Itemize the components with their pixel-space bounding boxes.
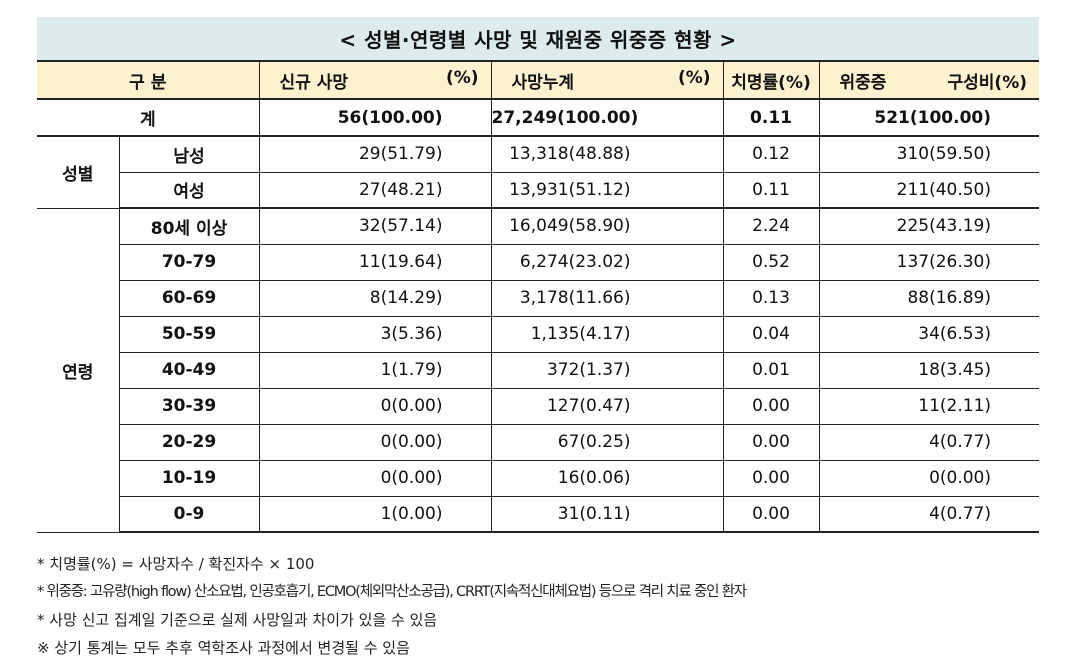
cum-deaths-cell: 67(0.25) — [490, 423, 724, 461]
row-label: 남성 — [118, 135, 260, 173]
footnote: * 치명률(%) = 사망자수 / 확진자수 × 100 — [37, 555, 315, 573]
footnote: ※ 상기 통계는 모두 추후 역학조사 과정에서 변경될 수 있음 — [37, 639, 410, 657]
table-row: 50-59 3(5.36) 1,135(4.17) 0.04 34(6.53) — [37, 315, 1040, 353]
table-row: 60-69 8(14.29) 3,178(11.66) 0.13 88(16.89) — [37, 279, 1040, 317]
fatality-cell: 0.52 — [722, 243, 820, 281]
table-row: 연령 80세 이상 32(57.14) 16,049(58.90) 2.24 225(43… — [37, 207, 1040, 533]
header-cum-deaths-pct: (%) — [677, 67, 711, 88]
table-title: < 성별·연령별 사망 및 재원중 위중증 현황 > — [37, 17, 1039, 60]
new-deaths-cell: 27(48.21) — [258, 171, 492, 209]
table-row: 20-29 0(0.00) 67(0.25) 0.00 4(0.77) — [37, 423, 1040, 461]
severe-cell: 11(2.11) — [818, 387, 1040, 425]
row-label: 20-29 — [119, 423, 260, 461]
cum-deaths-cell: 372(1.37) — [490, 351, 724, 389]
new-deaths-cell: 8(14.29) — [258, 279, 492, 317]
new-deaths-cell: 11(19.64) — [258, 243, 492, 281]
severe-cell: 18(3.45) — [818, 351, 1040, 389]
row-label: 여성 — [119, 171, 260, 209]
severe-cell: 225(43.19) — [818, 207, 1040, 245]
fatality-cell: 0.01 — [722, 351, 820, 389]
fatality-cell: 0.11 — [722, 171, 820, 209]
total-row: 계 56(100.00) 27,249(100.00) 0.11 521(100… — [37, 98, 1040, 137]
cum-deaths-cell: 1,135(4.17) — [490, 315, 724, 353]
new-deaths-cell: 32(57.14) — [258, 207, 492, 245]
row-label: 50-59 — [119, 315, 260, 353]
header-new-deaths: 신규 사망 (%) — [258, 60, 492, 100]
row-label: 40-49 — [119, 351, 260, 389]
new-deaths-cell: 3(5.36) — [258, 315, 492, 353]
fatality-cell: 0.04 — [722, 315, 820, 353]
row-label: 60-69 — [119, 279, 260, 317]
cum-deaths-cell: 127(0.47) — [490, 387, 724, 425]
header-cum-deaths: 사망누계 (%) — [490, 60, 724, 100]
total-severe: 521(100.00) — [818, 98, 1040, 137]
footnotes: * 치명률(%) = 사망자수 / 확진자수 × 100 * 위중증: 고유량(… — [37, 550, 747, 662]
header-cum-deaths-label: 사망누계 — [511, 72, 575, 93]
total-label: 계 — [37, 98, 260, 137]
row-label: 10-19 — [119, 459, 260, 497]
fatality-cell: 0.00 — [722, 423, 820, 461]
row-label: 30-39 — [119, 387, 260, 425]
total-cum: 27,249(100.00) — [490, 98, 724, 137]
total-rate: 0.11 — [722, 98, 820, 137]
table-row: 10-19 0(0.00) 16(0.06) 0.00 0(0.00) — [37, 459, 1040, 497]
cum-deaths-cell: 31(0.11) — [490, 495, 724, 533]
fatality-cell: 0.12 — [722, 135, 820, 173]
table-row: 성별 남성 29(51.79) 13,318(48.88) 0.12 310(59.50) — [37, 135, 1040, 209]
fatality-cell: 0.00 — [722, 387, 820, 425]
new-deaths-cell: 1(1.79) — [258, 351, 492, 389]
header-new-deaths-label: 신규 사망 — [279, 72, 348, 93]
header-severe-label: 위중증 — [839, 72, 887, 93]
cum-deaths-cell: 6,274(23.02) — [490, 243, 724, 281]
header-fatality: 치명률(%) — [722, 60, 820, 100]
fatality-cell: 0.13 — [722, 279, 820, 317]
severe-cell: 4(0.77) — [818, 423, 1040, 461]
new-deaths-cell: 0(0.00) — [258, 387, 492, 425]
table-row: 여성 27(48.21) 13,931(51.12) 0.11 211(40.50) — [37, 171, 1040, 209]
header-severe-pct: 구성비(%) — [947, 72, 1028, 93]
severe-cell: 310(59.50) — [818, 135, 1040, 173]
header-new-deaths-pct: (%) — [445, 67, 479, 88]
group-label-gender: 성별 — [37, 135, 120, 209]
row-label: 70-79 — [119, 243, 260, 281]
statistics-table: 구 분 신규 사망 (%) 사망누계 (%) 치명률(%) 위중증 구성비(%) 계 … — [37, 60, 1040, 533]
new-deaths-cell: 0(0.00) — [258, 423, 492, 461]
total-new: 56(100.00) — [258, 98, 492, 137]
fatality-cell: 0.00 — [722, 495, 820, 533]
header-row: 구 분 신규 사망 (%) 사망누계 (%) 치명률(%) 위중증 구성비(%) — [37, 60, 1040, 100]
table-row: 40-49 1(1.79) 372(1.37) 0.01 18(3.45) — [37, 351, 1040, 389]
severe-cell: 88(16.89) — [818, 279, 1040, 317]
fatality-cell: 0.00 — [722, 459, 820, 497]
table-row: 70-79 11(19.64) 6,274(23.02) 0.52 137(26.30) — [37, 243, 1040, 281]
new-deaths-cell: 29(51.79) — [258, 135, 492, 173]
row-label: 0-9 — [119, 495, 260, 533]
header-category: 구 분 — [37, 60, 260, 100]
severe-cell: 0(0.00) — [818, 459, 1040, 497]
cum-deaths-cell: 13,318(48.88) — [490, 135, 724, 173]
severe-cell: 211(40.50) — [818, 171, 1040, 209]
table-row: 0-9 1(0.00) 31(0.11) 0.00 4(0.77) — [37, 495, 1040, 533]
fatality-cell: 2.24 — [722, 207, 820, 245]
row-label: 80세 이상 — [118, 207, 260, 245]
table-row: 30-39 0(0.00) 127(0.47) 0.00 11(2.11) — [37, 387, 1040, 425]
cum-deaths-cell: 16(0.06) — [490, 459, 724, 497]
severe-cell: 137(26.30) — [818, 243, 1040, 281]
cum-deaths-cell: 16,049(58.90) — [490, 207, 724, 245]
cum-deaths-cell: 13,931(51.12) — [490, 171, 724, 209]
footnote: * 위중증: 고유량(high flow) 산소요법, 인공호흡기, ECMO(… — [37, 584, 747, 600]
new-deaths-cell: 0(0.00) — [258, 459, 492, 497]
severe-cell: 34(6.53) — [818, 315, 1040, 353]
new-deaths-cell: 1(0.00) — [258, 495, 492, 533]
severe-cell: 4(0.77) — [818, 495, 1040, 533]
cum-deaths-cell: 3,178(11.66) — [490, 279, 724, 317]
footnote: * 사망 신고 집계일 기준으로 실제 사망일과 차이가 있을 수 있음 — [37, 611, 438, 629]
group-label-age: 연령 — [37, 207, 120, 533]
header-severe: 위중증 구성비(%) — [818, 60, 1040, 100]
